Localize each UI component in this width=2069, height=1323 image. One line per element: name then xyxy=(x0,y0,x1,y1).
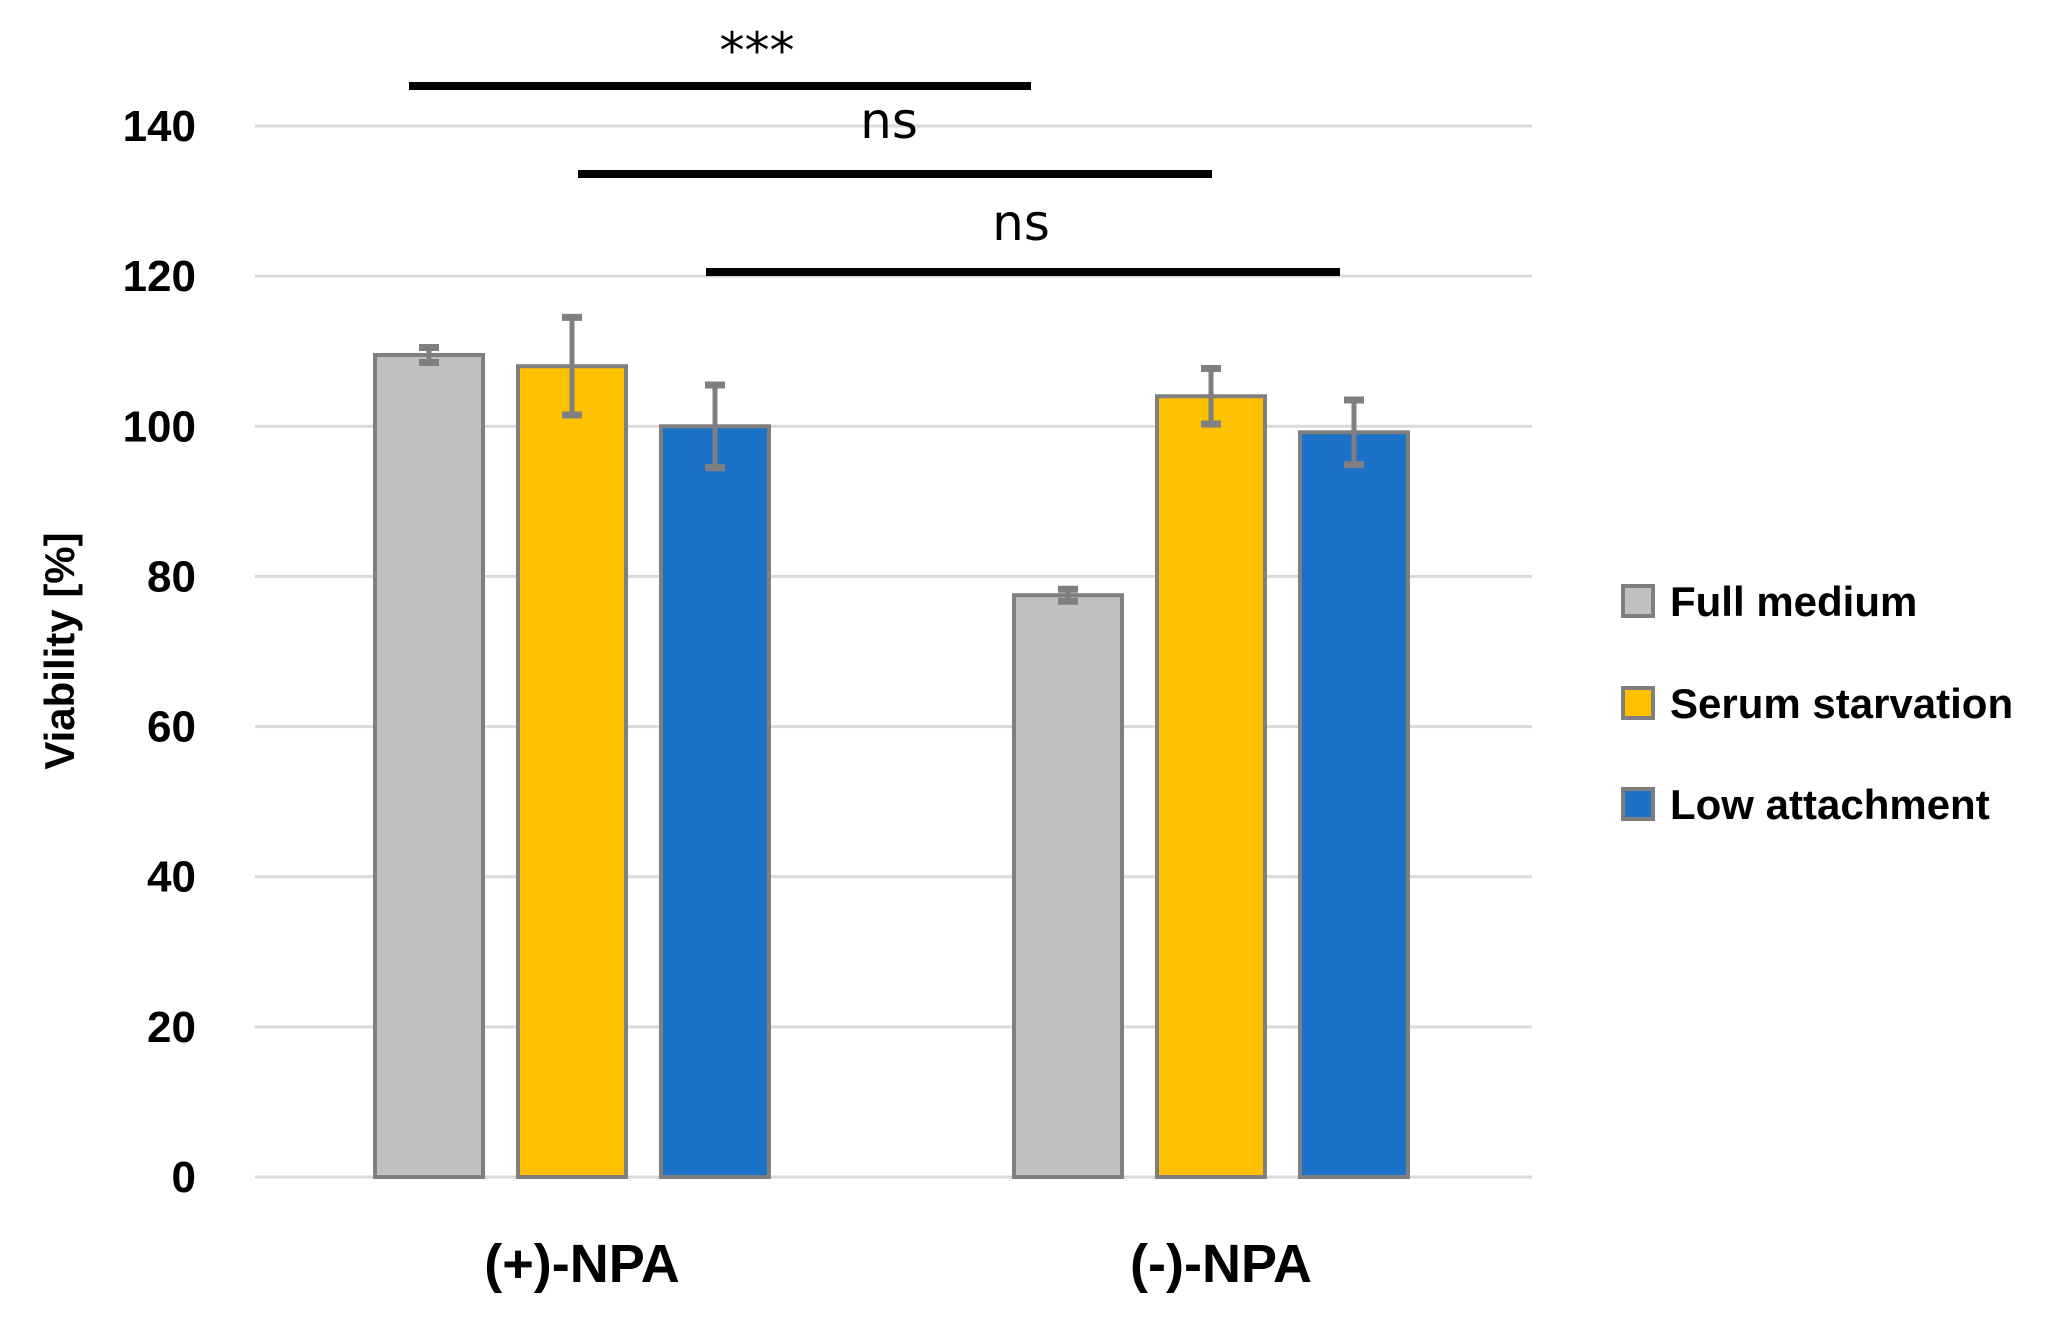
legend-item: Low attachment xyxy=(1621,781,1990,828)
bar xyxy=(659,424,771,1179)
legend: Full medium Serum starvation Low attachmen… xyxy=(1621,578,2013,828)
legend-swatch xyxy=(1621,686,1655,720)
significance-label: ns xyxy=(992,194,1050,252)
significance-bracket: ns xyxy=(706,194,1340,276)
legend-swatch xyxy=(1621,787,1655,821)
y-tick-labels: 0 20 40 60 80 100 120 140 xyxy=(123,102,196,1202)
bar xyxy=(1012,593,1124,1179)
y-tick-label: 60 xyxy=(147,703,196,752)
bar xyxy=(1155,394,1267,1179)
legend-label: Full medium xyxy=(1670,578,1917,625)
y-tick-label: 80 xyxy=(147,552,196,601)
error-bar xyxy=(1058,585,1078,605)
significance-brackets: *** ns ns xyxy=(409,22,1340,276)
bar xyxy=(1298,430,1410,1179)
error-bar xyxy=(1201,364,1221,428)
error-bar xyxy=(705,381,725,472)
y-tick-label: 40 xyxy=(147,853,196,902)
bar xyxy=(373,352,485,1180)
significance-bracket: ns xyxy=(578,92,1212,178)
legend-label: Low attachment xyxy=(1670,781,1990,828)
significance-label: *** xyxy=(720,22,795,80)
y-axis-title: Viability [%] xyxy=(36,532,83,769)
significance-label: ns xyxy=(860,92,918,150)
y-tick-label: 20 xyxy=(147,1003,196,1052)
y-tick-label: 100 xyxy=(123,402,196,451)
error-bar xyxy=(419,343,439,366)
legend-label: Serum starvation xyxy=(1670,680,2013,727)
x-category-label: (-)-NPA xyxy=(1130,1234,1312,1294)
bar xyxy=(516,364,628,1179)
significance-bracket: *** xyxy=(409,22,1031,90)
y-tick-label: 0 xyxy=(172,1153,196,1202)
legend-swatch xyxy=(1621,584,1655,618)
x-category-labels: (+)-NPA (-)-NPA xyxy=(484,1234,1312,1294)
legend-item: Serum starvation xyxy=(1621,680,2013,727)
error-bars xyxy=(419,313,1364,605)
error-bar xyxy=(1344,396,1364,469)
y-tick-label: 140 xyxy=(123,102,196,151)
x-category-label: (+)-NPA xyxy=(484,1234,680,1294)
error-bar xyxy=(562,313,582,419)
bars xyxy=(373,352,1410,1180)
y-tick-label: 120 xyxy=(123,252,196,301)
legend-item: Full medium xyxy=(1621,578,1917,625)
